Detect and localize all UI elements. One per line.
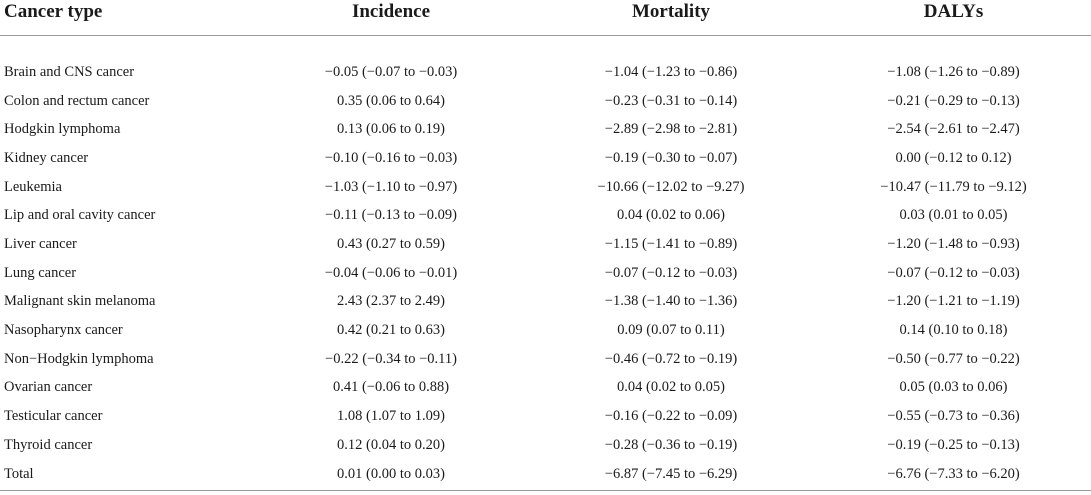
mortality-cell: 0.04 (0.02 to 0.06) [617,207,725,224]
table-body: Brain and CNS cancer −0.05 (−0.07 to −0.0… [0,36,1091,491]
incidence-cell: −0.04 (−0.06 to −0.01) [324,264,458,281]
incidence-cell: −0.11 (−0.13 to −0.09) [325,207,457,224]
incidence-cell: −0.10 (−0.16 to −0.03) [324,149,458,166]
dalys-cell: 0.03 (0.01 to 0.05) [899,207,1008,224]
dalys-cell: −1.20 (−1.48 to −0.93) [887,235,1020,252]
dalys-cell: −10.47 (−11.79 to −9.12) [880,178,1027,195]
incidence-cell: 0.01 (0.00 to 0.03) [256,459,526,491]
cancer-type-cell: Ovarian cancer [4,379,93,396]
cancer-type-cell: Testicular cancer [4,408,103,425]
dalys-cell: −1.08 (−1.26 to −0.89) [887,63,1020,80]
header-cancer-type: Cancer type [0,0,256,36]
incidence-cell: 1.08 (1.07 to 1.09) [337,408,445,425]
mortality-cell: −0.19 (−0.30 to −0.07) [604,149,738,166]
table-row: Malignant skin melanoma 2.43 (2.37 to 2.4… [0,288,1091,317]
table-row: Liver cancer 0.43 (0.27 to 0.59) −1.15 (−1… [0,230,1091,259]
cancer-type-cell: Nasopharynx cancer [4,322,123,339]
incidence-cell: −0.05 (−0.07 to −0.03) [324,63,458,80]
cancer-type-cell: Non−Hodgkin lymphoma [4,350,154,367]
header-mortality: Mortality [526,0,816,36]
table-header: Cancer type Incidence Mortality DALYs [0,0,1091,36]
mortality-cell: −0.23 (−0.31 to −0.14) [604,92,738,109]
cancer-type-cell: Kidney cancer [4,149,89,166]
table-row: Lung cancer −0.04 (−0.06 to −0.01) −0.07 (… [0,259,1091,288]
dalys-cell: −0.50 (−0.77 to −0.22) [887,350,1020,367]
header-row: Cancer type Incidence Mortality DALYs [0,0,1091,36]
table-row: Thyroid cancer 0.12 (0.04 to 0.20) −0.28 (… [0,431,1091,460]
mortality-cell: −2.89 (−2.98 to −2.81) [604,121,738,138]
table-row: Hodgkin lymphoma 0.13 (0.06 to 0.19) −2.89… [0,115,1091,144]
incidence-cell: 0.12 (0.04 to 0.20) [337,436,445,453]
cancer-type-cell: Total [0,459,256,491]
table-row: Total 0.01 (0.00 to 0.03) −6.87 (−7.45 to … [0,459,1091,491]
incidence-cell: 0.42 (0.21 to 0.63) [337,322,445,339]
mortality-cell: 0.04 (0.02 to 0.05) [617,379,725,396]
incidence-cell: −1.03 (−1.10 to −0.97) [324,178,458,195]
header-incidence: Incidence [256,0,526,36]
dalys-cell: −0.21 (−0.29 to −0.13) [887,92,1020,109]
dalys-cell: 0.14 (0.10 to 0.18) [899,322,1008,339]
incidence-cell: 2.43 (2.37 to 2.49) [337,293,445,310]
table-row: Ovarian cancer 0.41 (−0.06 to 0.88) 0.04 (… [0,374,1091,403]
table-row: Colon and rectum cancer 0.35 (0.06 to 0.6… [0,87,1091,116]
mortality-cell: −0.28 (−0.36 to −0.19) [604,436,738,453]
cancer-type-cell: Hodgkin lymphoma [4,121,121,138]
table-row: Leukemia −1.03 (−1.10 to −0.97) −10.66 (−1… [0,173,1091,202]
mortality-cell: −1.38 (−1.40 to −1.36) [604,293,738,310]
mortality-cell: 0.09 (0.07 to 0.11) [617,322,725,339]
table-row: Nasopharynx cancer 0.42 (0.21 to 0.63) 0.0… [0,316,1091,345]
dalys-cell: −0.07 (−0.12 to −0.03) [887,264,1020,281]
cancer-type-cell: Liver cancer [4,235,77,252]
mortality-cell: −1.04 (−1.23 to −0.86) [604,63,738,80]
cancer-type-cell: Colon and rectum cancer [4,92,150,109]
cancer-type-cell: Thyroid cancer [4,436,93,453]
mortality-cell: −0.07 (−0.12 to −0.03) [604,264,738,281]
table-row: Lip and oral cavity cancer −0.11 (−0.13 t… [0,201,1091,230]
header-dalys: DALYs [816,0,1091,36]
cancer-type-cell: Brain and CNS cancer [4,63,135,80]
cancer-type-cell: Malignant skin melanoma [4,293,156,310]
cancer-type-cell: Lung cancer [4,264,77,281]
dalys-cell: −0.19 (−0.25 to −0.13) [887,436,1020,453]
incidence-cell: 0.43 (0.27 to 0.59) [337,235,445,252]
incidence-cell: 0.41 (−0.06 to 0.88) [332,379,450,396]
cancer-type-cell: Leukemia [4,178,62,195]
table-row: Brain and CNS cancer −0.05 (−0.07 to −0.0… [0,36,1091,87]
table-row: Kidney cancer −0.10 (−0.16 to −0.03) −0.19… [0,144,1091,173]
mortality-cell: −6.87 (−7.45 to −6.29) [526,459,816,491]
dalys-cell: −6.76 (−7.33 to −6.20) [816,459,1091,491]
table-row: Non−Hodgkin lymphoma −0.22 (−0.34 to −0.1… [0,345,1091,374]
mortality-cell: −1.15 (−1.41 to −0.89) [604,235,738,252]
dalys-cell: 0.00 (−0.12 to 0.12) [895,149,1012,166]
incidence-cell: −0.22 (−0.34 to −0.11) [325,350,457,367]
dalys-cell: −2.54 (−2.61 to −2.47) [887,121,1020,138]
dalys-cell: −1.20 (−1.21 to −1.19) [887,293,1020,310]
incidence-cell: 0.35 (0.06 to 0.64) [337,92,445,109]
dalys-cell: 0.05 (0.03 to 0.06) [899,379,1008,396]
dalys-cell: −0.55 (−0.73 to −0.36) [887,408,1020,425]
mortality-cell: −0.16 (−0.22 to −0.09) [604,408,738,425]
cancer-type-cell: Lip and oral cavity cancer [4,207,156,224]
table-row: Testicular cancer 1.08 (1.07 to 1.09) −0.1… [0,402,1091,431]
mortality-cell: −0.46 (−0.72 to −0.19) [604,350,738,367]
incidence-cell: 0.13 (0.06 to 0.19) [337,121,445,138]
mortality-cell: −10.66 (−12.02 to −9.27) [597,178,745,195]
